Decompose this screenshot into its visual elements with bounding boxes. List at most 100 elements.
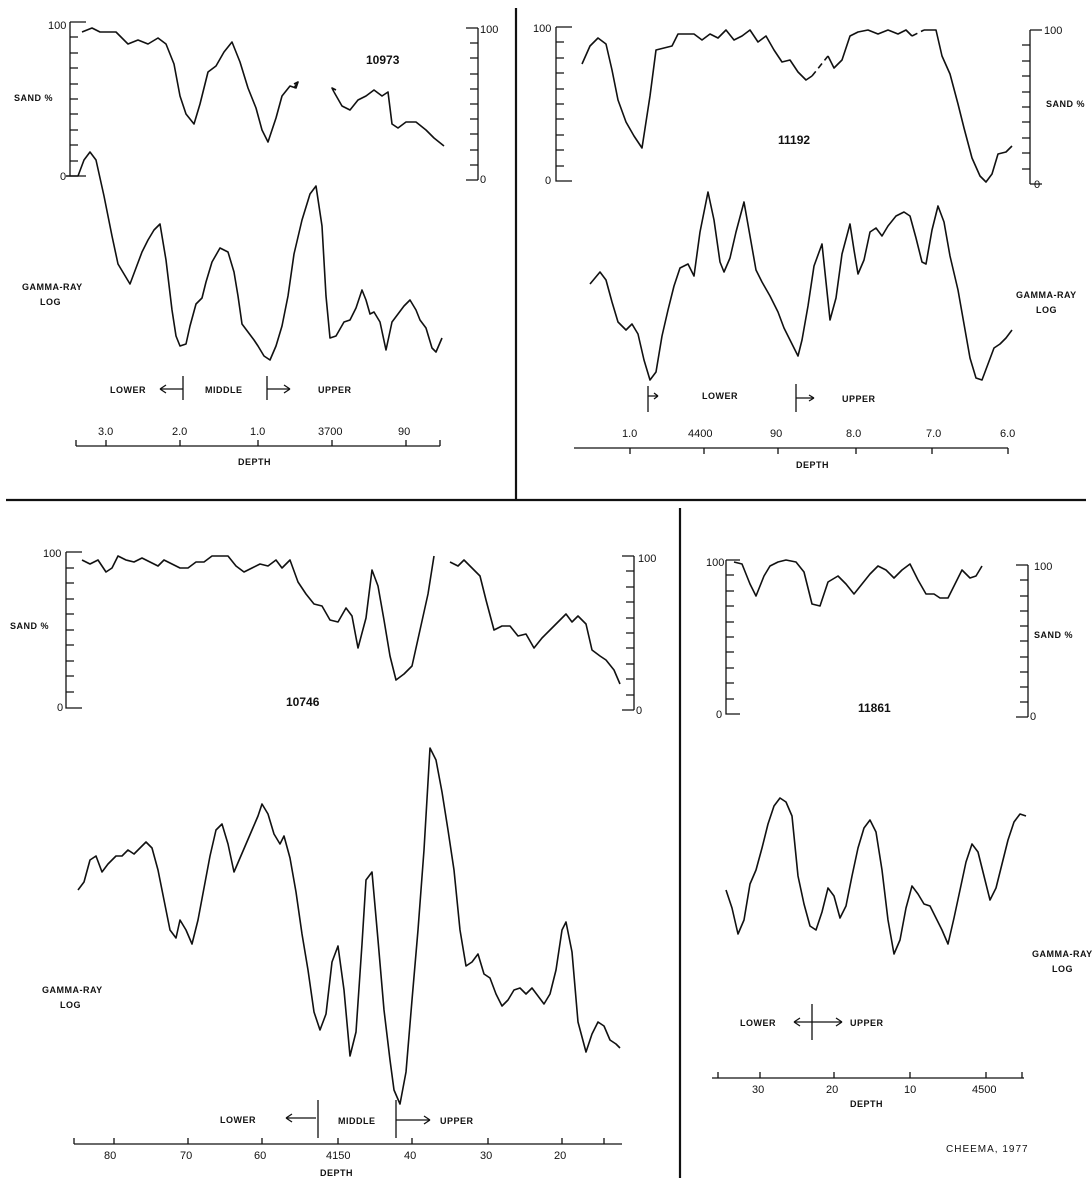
sand-curve-upper (827, 29, 913, 69)
left-ytick-bottom: 0 (716, 709, 722, 721)
left-sand-axis (555, 26, 572, 182)
sand-percent-label: SAND % (1034, 630, 1073, 640)
left-ytick-bottom: 0 (57, 702, 63, 714)
depth-axis: 1.0 4400 90 8.0 7.0 6.0 DEPTH (574, 428, 1015, 470)
sand-percent-label: SAND % (14, 93, 53, 103)
depth-axis: 30 20 10 4500 DEPTH (712, 1072, 1024, 1109)
arrow-right-icon (395, 1100, 431, 1138)
right-ytick-bottom: 0 (1030, 711, 1036, 723)
right-sand-axis (1016, 564, 1029, 718)
gamma-ray-label-line2: LOG (40, 297, 61, 307)
gamma-ray-curve (66, 151, 443, 361)
right-ytick-bottom: 0 (1034, 179, 1040, 191)
gamma-ray-label-line1: GAMMA-RAY (22, 282, 83, 292)
gamma-ray-label-line1: GAMMA-RAY (1032, 949, 1092, 959)
right-ytick-top: 100 (1044, 25, 1062, 37)
depth-tick: 6.0 (1000, 428, 1015, 440)
depth-tick: 20 (554, 1150, 566, 1162)
depth-tick: 80 (104, 1150, 116, 1162)
arrow-left-icon (159, 376, 184, 400)
zone-markers: LOWER MIDDLE UPPER (220, 1100, 474, 1138)
gamma-ray-label-line2: LOG (60, 1000, 81, 1010)
depth-tick: 1.0 (622, 428, 637, 440)
depth-axis-label: DEPTH (238, 457, 271, 467)
gamma-ray-curve (77, 747, 621, 1105)
depth-axis: 3.0 2.0 1.0 3700 90 DEPTH (75, 426, 441, 467)
depth-tick: 90 (770, 428, 782, 440)
sand-curve (581, 29, 813, 149)
gamma-ray-curve (589, 191, 1013, 381)
depth-tick: 40 (404, 1150, 416, 1162)
left-sand-axis-ticks (70, 36, 78, 162)
arrow-left-icon (285, 1100, 319, 1138)
zone-label-upper: UPPER (850, 1018, 884, 1028)
depth-tick: 3.0 (98, 426, 113, 438)
zone-label-upper: UPPER (440, 1116, 474, 1126)
arrow-right-icon (647, 386, 659, 412)
panel-well-11192: 100 0 100 0 SAND % 11192 GAMMA-RAY LOG L… (533, 23, 1085, 470)
right-ytick-bottom: 0 (480, 174, 486, 186)
sand-curve-tail (924, 29, 1013, 183)
well-number: 11192 (778, 133, 810, 147)
gamma-ray-label-line1: GAMMA-RAY (42, 985, 103, 995)
right-ytick-top: 100 (1034, 561, 1052, 573)
depth-tick: 4150 (326, 1150, 350, 1162)
depth-axis-label: DEPTH (320, 1168, 353, 1178)
well-number: 11861 (858, 701, 891, 715)
left-ytick-top: 100 (43, 548, 61, 560)
depth-tick: 90 (398, 426, 410, 438)
sand-curve (81, 27, 299, 143)
left-ytick-top: 100 (48, 20, 66, 32)
double-arrow-icon (793, 1004, 843, 1040)
depth-tick: 10 (904, 1084, 916, 1096)
depth-tick: 2.0 (172, 426, 187, 438)
depth-tick: 20 (826, 1084, 838, 1096)
panel-well-10973: SAND % 100 0 100 0 10973 GAMMA-RAY LOG L… (14, 20, 498, 467)
right-ytick-bottom: 0 (636, 705, 642, 717)
gamma-ray-label-line2: LOG (1036, 305, 1057, 315)
panel-well-11861: 100 0 100 0 SAND % 11861 GAMMA-RAY LOG L… (706, 557, 1092, 1155)
zone-label-lower: LOWER (220, 1115, 256, 1125)
depth-axis: 80 70 60 4150 40 30 20 DEPTH (73, 1138, 622, 1178)
right-sand-axis (622, 555, 635, 711)
left-ytick-bottom: 0 (545, 175, 551, 187)
zone-markers: LOWER MIDDLE UPPER (110, 376, 352, 400)
depth-axis-label: DEPTH (850, 1099, 883, 1109)
right-sand-axis (466, 27, 479, 181)
zone-markers: LOWER UPPER (740, 1004, 884, 1040)
depth-tick: 8.0 (846, 428, 861, 440)
arrow-right-icon (795, 384, 815, 412)
depth-tick: 30 (752, 1084, 764, 1096)
depth-tick: 70 (180, 1150, 192, 1162)
sand-percent-label: SAND % (1046, 99, 1085, 109)
right-ytick-top: 100 (480, 24, 498, 36)
right-sand-axis (1022, 29, 1042, 185)
sand-curve-upper (449, 559, 621, 685)
depth-tick: 4500 (972, 1084, 996, 1096)
depth-tick: 60 (254, 1150, 266, 1162)
depth-tick: 3700 (318, 426, 342, 438)
sand-curve-gap (911, 29, 925, 37)
sand-curve (81, 555, 435, 681)
depth-tick: 30 (480, 1150, 492, 1162)
depth-axis-label: DEPTH (796, 460, 829, 470)
zone-label-lower: LOWER (740, 1018, 776, 1028)
arrow-right-icon (266, 376, 291, 400)
gamma-ray-curve (725, 797, 1027, 955)
gamma-ray-label-line2: LOG (1052, 964, 1073, 974)
panel-well-10746: SAND % 100 0 100 0 10746 GAMMA-RAY LOG L… (10, 548, 656, 1178)
zone-label-upper: UPPER (842, 394, 876, 404)
zone-label-upper: UPPER (318, 385, 352, 395)
break-arrows (293, 81, 337, 93)
left-ytick-bottom: 0 (60, 171, 66, 183)
well-number: 10746 (286, 695, 320, 709)
left-ytick-top: 100 (706, 557, 724, 569)
gamma-ray-label-line1: GAMMA-RAY (1016, 290, 1077, 300)
figure-credit: CHEEMA, 1977 (946, 1144, 1029, 1155)
sand-curve-gap (811, 55, 829, 77)
zone-label-lower: LOWER (110, 385, 146, 395)
left-ytick-top: 100 (533, 23, 551, 35)
zone-markers: LOWER UPPER (647, 384, 876, 412)
right-ytick-top: 100 (638, 553, 656, 565)
